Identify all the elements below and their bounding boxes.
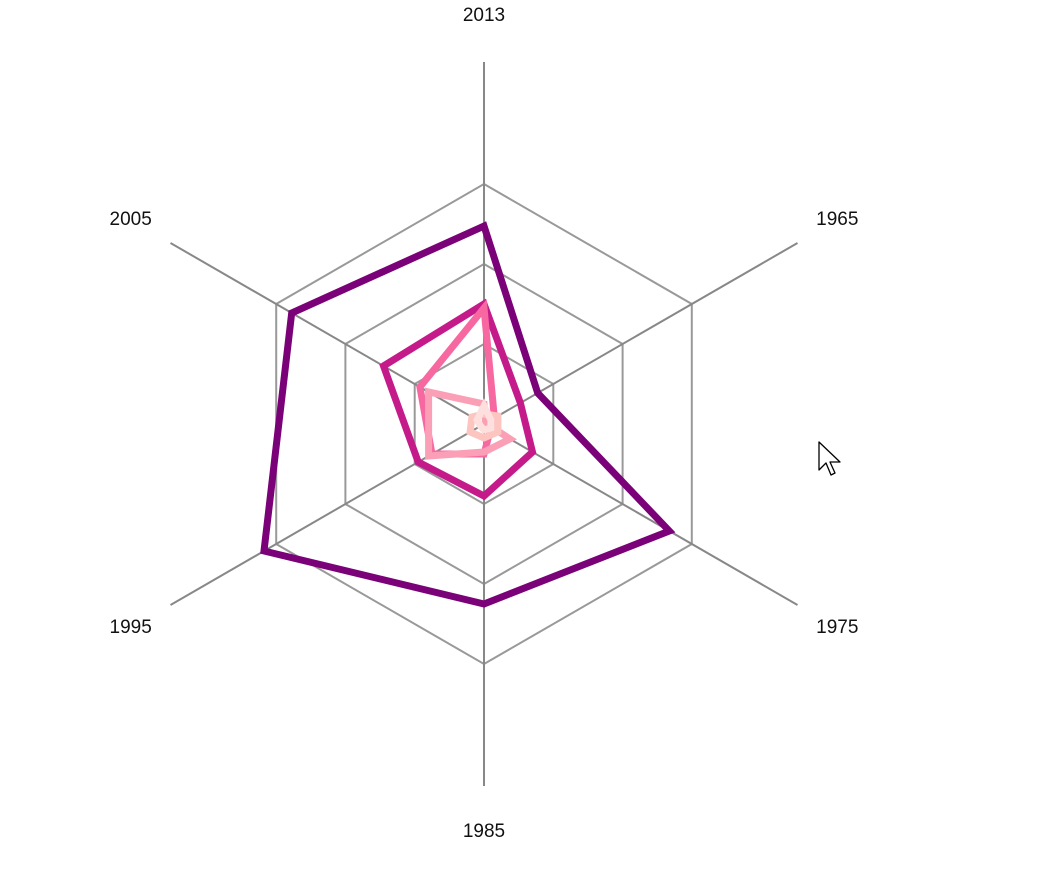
series-polygon-2 <box>379 298 537 501</box>
axis-label-2013: 2013 <box>463 5 505 26</box>
axis-label-1975: 1975 <box>816 617 858 638</box>
axis-label-1995: 1995 <box>110 617 152 638</box>
series-polygon-6 <box>473 398 495 434</box>
axis-label-1985: 1985 <box>463 821 505 842</box>
axis-label-layer: 2013 1965 1975 1985 1995 2005 <box>110 5 859 842</box>
axis-label-1965: 1965 <box>816 209 858 230</box>
series-polygon-5 <box>466 410 502 442</box>
axis-line-1975 <box>483 423 799 606</box>
mouse-cursor-icon <box>818 441 841 476</box>
axis-label-2005: 2005 <box>110 209 152 230</box>
series-polygon-1 <box>260 221 676 608</box>
axis-line-1965 <box>483 242 799 425</box>
series-layer <box>260 221 676 608</box>
series-polygon-4 <box>425 387 517 460</box>
